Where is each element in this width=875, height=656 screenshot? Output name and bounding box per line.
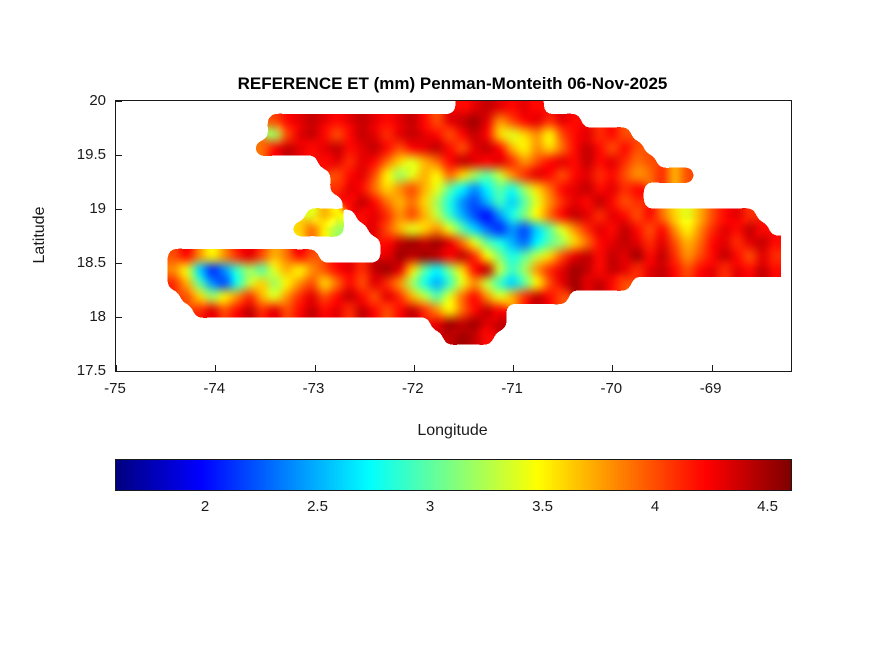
x-tick-mark <box>513 365 515 371</box>
y-tick-label: 20 <box>89 92 106 109</box>
y-tick-label: 17.5 <box>76 362 106 379</box>
y-tick-mark <box>116 209 122 210</box>
colorbar-tick-label: 3.5 <box>532 498 553 515</box>
x-tick-mark <box>215 365 217 371</box>
heatmap-canvas <box>116 101 791 371</box>
colorbar-tick-label: 2.5 <box>307 498 328 515</box>
x-tick-mark <box>612 365 614 371</box>
y-tick-mark <box>116 101 122 102</box>
colorbar-tick-label: 3 <box>425 498 435 515</box>
colorbar-tick-label: 2 <box>200 498 210 515</box>
x-tick-label: -72 <box>401 380 424 397</box>
y-tick-mark <box>116 155 122 156</box>
x-tick-mark <box>711 365 713 371</box>
y-tick-label: 19 <box>89 200 106 217</box>
colorbar-tick-label: 4.5 <box>757 498 778 515</box>
x-tick-label: -69 <box>699 380 722 397</box>
x-tick-mark <box>116 365 117 371</box>
x-tick-label: -75 <box>104 380 126 397</box>
plot-area <box>115 100 792 372</box>
chart-title: REFERENCE ET (mm) Penman-Monteith 06-Nov… <box>237 74 668 93</box>
y-tick-label: 18.5 <box>76 254 106 271</box>
x-tick-label: -74 <box>203 380 226 397</box>
x-tick-label: -71 <box>501 380 523 397</box>
colorbar <box>115 459 792 491</box>
x-tick-mark <box>413 365 415 371</box>
x-tick-label: -70 <box>600 380 623 397</box>
y-tick-label: 19.5 <box>76 146 106 163</box>
x-tick-label: -73 <box>302 380 325 397</box>
y-tick-mark <box>116 263 122 264</box>
y-tick-mark <box>116 317 122 318</box>
y-tick-mark <box>116 371 122 372</box>
x-axis-label: Longitude <box>417 422 488 439</box>
colorbar-tick-label: 4 <box>650 498 660 515</box>
colorbar-gradient-canvas <box>116 460 791 490</box>
x-tick-mark <box>314 365 316 371</box>
y-tick-label: 18 <box>89 308 106 325</box>
